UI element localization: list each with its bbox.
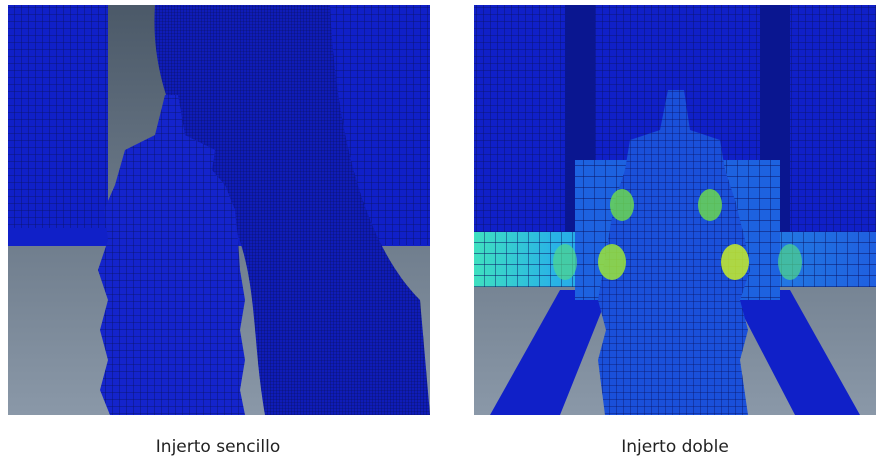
caption: Injerto sencillo bbox=[68, 437, 368, 457]
right-panel bbox=[474, 5, 876, 415]
figure: Injerto sencillo Injerto doble bbox=[0, 0, 880, 463]
left-panel bbox=[8, 5, 430, 415]
simulation-images bbox=[0, 0, 880, 463]
caption: Injerto doble bbox=[525, 437, 825, 457]
